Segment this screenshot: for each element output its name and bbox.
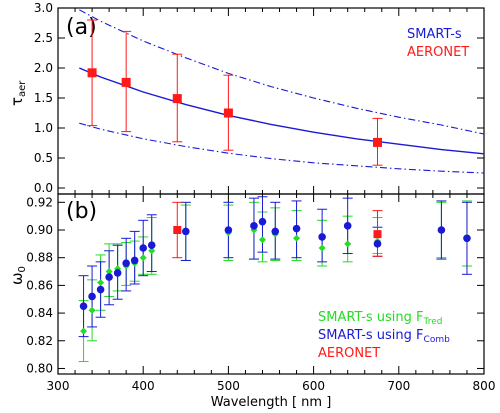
panel-a-ylabel: τaer — [8, 80, 28, 106]
panel-a-series — [79, 9, 485, 174]
panel-a-ylabel-symbol: τ — [8, 97, 26, 106]
comb-point — [437, 226, 446, 234]
panel-a-ytick-label: 2.5 — [34, 31, 53, 45]
legend-b-tred: SMART-s using FTred — [318, 310, 442, 327]
x-axis-label: Wavelength [ nm ] — [211, 395, 332, 410]
panel-b-series — [78, 196, 472, 363]
legend-b-tred-sub: Tred — [423, 317, 443, 327]
legend-b-comb: SMART-s using FComb — [318, 328, 450, 345]
aeronet-a-point — [87, 68, 97, 78]
comb-point — [122, 259, 130, 268]
panel-b-ylabel: ω0 — [8, 266, 28, 285]
tred-point — [293, 234, 301, 242]
smart-s-line — [79, 67, 485, 155]
legend-b-comb-text: SMART-s using F — [318, 328, 424, 343]
panel-b-xtick-label: 600 — [302, 379, 325, 393]
legend-b-tred-text: SMART-s using F — [318, 310, 424, 325]
tred-point — [258, 236, 266, 244]
aeronet-b-point — [173, 226, 182, 234]
aeronet-a-point — [373, 137, 382, 147]
comb-point — [258, 217, 267, 226]
panel-a-ytick-label: 0.0 — [34, 181, 53, 195]
comb-point — [79, 302, 88, 310]
panel-a-ytick-label: 1.5 — [34, 91, 53, 105]
comb-point — [271, 227, 280, 236]
tred-point — [97, 279, 105, 287]
panel-a-ytick-label: 3.0 — [34, 1, 53, 15]
panel-a-ytick-label: 0.5 — [34, 151, 53, 165]
panel-b-xtick-label: 400 — [132, 379, 155, 393]
tred-point — [139, 254, 147, 262]
panel-b-ylabel-sub: 0 — [17, 266, 28, 272]
tred-point — [88, 306, 96, 314]
comb-point — [96, 285, 105, 294]
panel-a-ticks: 0.0 0.5 1.0 1.5 2.0 2.5 3.0 — [34, 1, 485, 195]
comb-point — [88, 292, 96, 301]
tred-point — [344, 240, 352, 248]
panel-a-ytick-label: 2.0 — [34, 61, 53, 75]
panel-b-xtick-label: 700 — [387, 379, 410, 393]
tred-point — [318, 244, 326, 252]
legend-a-smart-s: SMART-s — [407, 27, 462, 42]
aeronet-a-point — [172, 94, 182, 104]
panel-b-xtick-label: 500 — [217, 379, 240, 393]
comb-point — [224, 226, 233, 234]
aeronet-a-point — [121, 77, 131, 87]
panel-b-ytick-label: 0.92 — [26, 195, 53, 209]
panel-b-ylabel-symbol: ω — [8, 272, 26, 285]
legend-b-comb-sub: Comb — [424, 335, 451, 345]
comb-point — [113, 269, 122, 277]
panel-b-ytick-label: 0.82 — [26, 334, 53, 348]
panel-b-ytick-label: 0.88 — [26, 251, 53, 265]
panel-b: (b) ω0 Wavelength [ nm ] 0.800.820.840.8… — [8, 193, 495, 410]
comb-point — [105, 273, 113, 281]
comb-point — [250, 222, 258, 230]
comb-point — [318, 233, 326, 241]
comb-point — [139, 244, 147, 252]
panel-b-xtick-label: 300 — [47, 379, 70, 393]
panel-b-xtick-label: 800 — [473, 379, 496, 393]
panel-b-ytick-label: 0.84 — [26, 306, 53, 320]
comb-point — [130, 256, 139, 265]
panel-a: (a) τaer 0.0 0.5 1.0 1.5 2.0 2.5 3.0 SMART-s A… — [8, 1, 485, 195]
comb-point — [373, 240, 382, 248]
comb-point — [463, 234, 471, 243]
comb-point — [147, 241, 156, 250]
panel-b-label: (b) — [66, 199, 97, 224]
comb-point — [343, 222, 352, 230]
panel-a-ylabel-sub: aer — [17, 80, 28, 97]
legend-b-aeronet: AERONET — [318, 346, 380, 361]
panel-b-ticks: 0.80 0.82 0.84 0.86 0.88 0.90 0.92 300 400 500 600… — [26, 194, 495, 393]
panel-a-ytick-label: 1.0 — [34, 121, 53, 135]
panel-a-label: (a) — [66, 15, 97, 40]
aeronet-a-point — [223, 108, 233, 118]
panel-b-ytick-label: 0.86 — [26, 278, 53, 292]
legend-a-aeronet: AERONET — [407, 45, 469, 60]
panel-b-legend: SMART-s using FTred SMART-s using FComb … — [318, 310, 450, 361]
smart-s-bound-line — [79, 122, 485, 174]
comb-point — [292, 224, 301, 233]
panel-b-ytick-label: 0.80 — [26, 361, 53, 375]
aeronet-b-point — [373, 230, 382, 239]
panel-b-frame — [57, 193, 485, 375]
tred-point — [80, 327, 88, 335]
tred-point — [105, 268, 113, 276]
tred-point — [148, 247, 156, 255]
smart-s-bound-line — [79, 9, 485, 135]
panel-a-legend: SMART-s AERONET — [407, 27, 469, 60]
panel-b-ytick-label: 0.90 — [26, 223, 53, 237]
comb-point — [182, 227, 190, 236]
